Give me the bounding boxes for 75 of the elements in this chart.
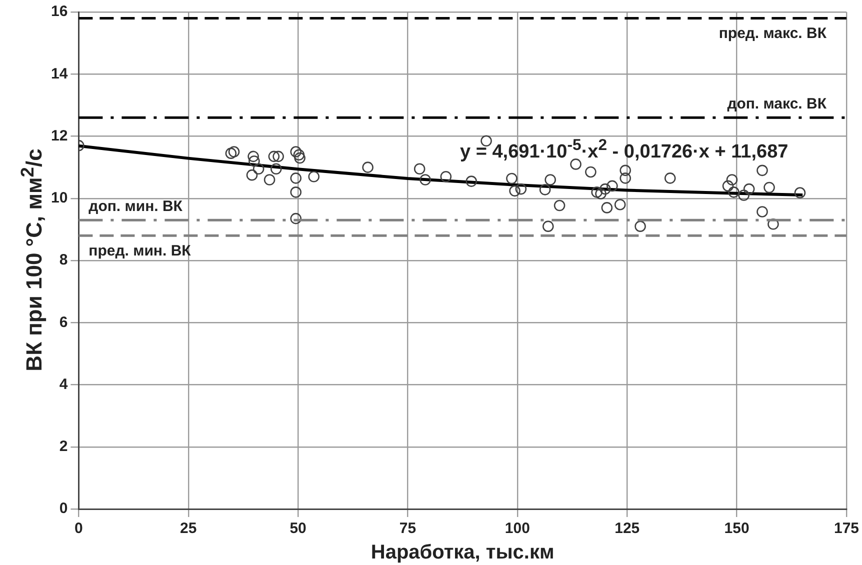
- point: [440, 170, 452, 182]
- point: [308, 170, 320, 182]
- ref-line-label: пред. мин. ВК: [88, 242, 192, 260]
- point: [225, 148, 237, 159]
- annotation: y = 4,691·10$^{-5}$·x$^{2}$ - 0,01726·x + 11,687: [460, 137, 788, 164]
- y-tick-label: 16: [50, 3, 68, 20]
- point: [480, 135, 492, 147]
- point: [634, 220, 646, 232]
- y-tick-label: 4: [59, 376, 68, 393]
- point: [722, 180, 734, 192]
- point: [539, 184, 551, 196]
- point: [756, 206, 768, 218]
- x-tick-label: 100: [504, 520, 530, 538]
- point: [570, 158, 582, 170]
- x-tick-label: 25: [180, 520, 197, 538]
- point: [248, 150, 259, 162]
- point: [606, 180, 618, 192]
- point: [246, 169, 258, 181]
- x-tick-label: 0: [74, 520, 83, 538]
- point: [664, 172, 676, 184]
- point: [620, 172, 632, 184]
- ref-line-label: доп. макс. ВК: [727, 95, 828, 112]
- y-tick-label: 12: [50, 127, 68, 144]
- point: [466, 176, 478, 187]
- point: [293, 149, 305, 161]
- point: [595, 188, 606, 200]
- point: [228, 146, 240, 158]
- point: [738, 190, 750, 201]
- y-tick-label: 6: [59, 314, 68, 331]
- point: [506, 172, 518, 184]
- point: [362, 162, 374, 173]
- point: [601, 202, 613, 214]
- point: [768, 218, 779, 230]
- y-tick-label: 2: [59, 438, 68, 456]
- point: [270, 163, 282, 175]
- point: [272, 150, 284, 162]
- point: [614, 198, 626, 210]
- point: [764, 182, 775, 194]
- point: [544, 174, 556, 186]
- point: [794, 187, 806, 198]
- point: [585, 166, 596, 178]
- x-axis-title: Наработка, тыс.км: [370, 542, 554, 564]
- x-tick-label: 125: [614, 520, 640, 538]
- y-tick-label: 14: [50, 65, 68, 82]
- point: [294, 152, 306, 164]
- point: [743, 183, 755, 195]
- point: [252, 163, 264, 175]
- y-tick-label: 8: [59, 252, 68, 269]
- point: [542, 220, 554, 232]
- point: [728, 186, 740, 198]
- point: [591, 186, 602, 198]
- point: [248, 155, 260, 167]
- ref-line-label: доп. мин. ВК: [88, 198, 184, 215]
- y-tick-label: 0: [59, 500, 68, 518]
- point: [620, 164, 632, 176]
- point: [290, 172, 302, 184]
- point: [290, 212, 302, 224]
- x-tick-label: 75: [399, 520, 416, 538]
- point: [420, 174, 431, 186]
- x-tick-label: 175: [834, 520, 859, 538]
- point: [264, 174, 276, 186]
- point: [600, 183, 611, 195]
- point: [726, 174, 738, 186]
- point: [268, 150, 280, 162]
- ref-line-label: пред. макс. ВК: [718, 24, 828, 42]
- x-tick-label: 150: [724, 520, 750, 538]
- point: [756, 164, 768, 176]
- y-tick-label: 10: [50, 190, 68, 207]
- point: [515, 183, 527, 195]
- point: [290, 146, 302, 158]
- point: [414, 163, 426, 175]
- x-tick-label: 50: [290, 520, 306, 538]
- point: [554, 200, 566, 212]
- point: [509, 185, 520, 197]
- point: [290, 186, 302, 198]
